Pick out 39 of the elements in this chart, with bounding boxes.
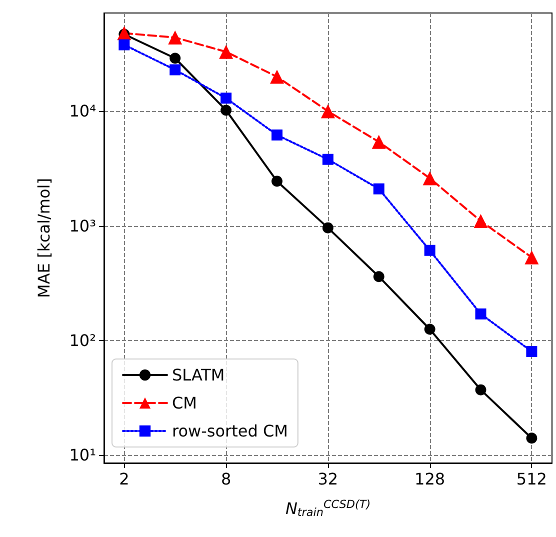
x-tick-label: 512 bbox=[516, 470, 547, 488]
point bbox=[168, 30, 182, 45]
legend-label: row-sorted CM bbox=[172, 422, 288, 440]
point bbox=[270, 70, 284, 84]
point bbox=[322, 154, 334, 165]
legend-label: SLATM bbox=[172, 366, 225, 384]
point bbox=[272, 176, 282, 187]
y-tick-label: 10¹ bbox=[69, 445, 96, 464]
y-axis-title: MAE [kcal/mol] bbox=[34, 178, 54, 298]
point bbox=[220, 104, 232, 116]
point bbox=[271, 130, 282, 141]
point bbox=[117, 26, 132, 40]
point bbox=[526, 432, 538, 444]
point bbox=[474, 214, 488, 228]
point bbox=[170, 52, 181, 64]
point bbox=[526, 346, 538, 357]
legend-label: CM bbox=[172, 394, 197, 412]
y-tick-label: 10³ bbox=[69, 216, 96, 236]
point bbox=[424, 244, 436, 256]
point bbox=[220, 92, 232, 104]
point bbox=[422, 171, 437, 186]
point bbox=[320, 104, 335, 118]
point bbox=[475, 308, 486, 320]
point bbox=[219, 44, 234, 59]
x-tick-label: 2 bbox=[119, 470, 130, 488]
point bbox=[424, 324, 436, 335]
x-tick-label: 32 bbox=[318, 470, 338, 488]
x-tick-label: 8 bbox=[220, 470, 232, 488]
y-tick-label: 10² bbox=[69, 330, 96, 350]
point bbox=[524, 250, 539, 264]
point bbox=[322, 222, 334, 234]
x-tick-label: 128 bbox=[414, 470, 446, 488]
point bbox=[170, 64, 181, 76]
point bbox=[373, 271, 384, 282]
point bbox=[118, 39, 130, 50]
point bbox=[373, 183, 384, 194]
point bbox=[372, 134, 386, 149]
y-tick-label: 10⁴ bbox=[69, 102, 96, 121]
point bbox=[475, 384, 486, 396]
